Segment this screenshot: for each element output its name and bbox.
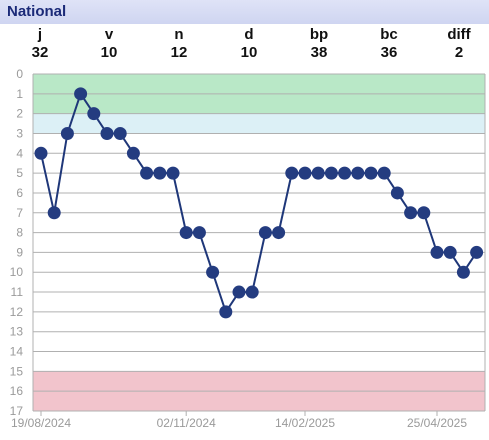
y-tick-label: 2 xyxy=(16,107,23,121)
header-bar: National xyxy=(0,0,489,24)
data-point xyxy=(470,245,484,259)
data-point xyxy=(87,107,101,121)
data-point xyxy=(140,166,154,180)
data-point xyxy=(166,166,180,180)
data-point xyxy=(34,146,48,160)
stat-label: v xyxy=(104,26,114,43)
data-point xyxy=(430,245,444,259)
stat-diff: diff 2 xyxy=(434,26,484,62)
data-point xyxy=(100,126,114,140)
stat-n: n 12 xyxy=(154,26,204,62)
chart-series xyxy=(34,87,484,319)
data-point xyxy=(113,126,127,140)
data-point xyxy=(153,166,167,180)
stat-label: bc xyxy=(380,26,398,43)
stat-j: j 32 xyxy=(15,26,65,62)
data-point xyxy=(377,166,391,180)
data-point xyxy=(311,166,325,180)
data-point xyxy=(364,166,378,180)
data-point xyxy=(390,186,404,200)
y-tick-label: 15 xyxy=(10,364,24,378)
stats-row: j 32 v 10 n 12 d 10 bp 38 bc 36 diff 2 xyxy=(0,26,489,66)
y-tick-label: 10 xyxy=(10,265,24,279)
y-tick-label: 7 xyxy=(16,206,23,220)
stat-bc: bc 36 xyxy=(364,26,414,62)
series-line xyxy=(40,92,478,313)
stat-value: 10 xyxy=(100,44,118,61)
data-point xyxy=(324,166,338,180)
data-point xyxy=(206,265,220,279)
data-point xyxy=(351,166,365,180)
data-point xyxy=(245,285,259,299)
data-point xyxy=(404,206,418,220)
stat-value: 2 xyxy=(454,44,464,61)
y-tick-label: 5 xyxy=(16,166,23,180)
y-tick-label: 6 xyxy=(16,186,23,200)
stat-label: diff xyxy=(447,26,471,43)
data-point xyxy=(192,226,206,240)
stat-value: 36 xyxy=(380,44,398,61)
x-tick-label: 02/11/2024 xyxy=(157,416,216,430)
data-point xyxy=(47,206,61,220)
y-tick-label: 4 xyxy=(16,146,23,160)
stat-label: bp xyxy=(309,26,329,43)
data-point xyxy=(219,305,233,319)
data-point xyxy=(179,226,193,240)
x-tick-label: 25/04/2025 xyxy=(407,416,467,430)
data-point xyxy=(417,206,431,220)
data-point xyxy=(298,166,312,180)
data-point xyxy=(60,126,74,140)
stat-label: j xyxy=(37,26,43,43)
page-title: National xyxy=(7,3,67,20)
y-tick-label: 9 xyxy=(16,245,23,259)
stat-d: d 10 xyxy=(224,26,274,62)
data-point xyxy=(232,285,246,299)
y-tick-label: 17 xyxy=(10,404,24,418)
y-tick-label: 16 xyxy=(10,384,24,398)
data-point xyxy=(126,146,140,160)
band-1 xyxy=(33,113,485,134)
stat-value: 12 xyxy=(170,44,188,61)
stat-label: d xyxy=(244,26,254,43)
x-axis-ticks: 19/08/2024 02/11/2024 14/02/2025 25/04/2025 xyxy=(11,411,467,430)
y-tick-label: 11 xyxy=(11,285,24,299)
y-tick-label: 3 xyxy=(16,126,23,140)
data-point xyxy=(272,226,286,240)
x-tick-label: 14/02/2025 xyxy=(275,416,335,430)
x-tick-label: 19/08/2024 xyxy=(11,416,71,430)
data-point xyxy=(443,245,457,259)
stat-value: 38 xyxy=(310,44,328,61)
data-point xyxy=(258,226,272,240)
data-point xyxy=(456,265,470,279)
y-tick-label: 13 xyxy=(10,325,24,339)
data-point xyxy=(285,166,299,180)
stat-label: n xyxy=(174,26,184,43)
y-tick-label: 8 xyxy=(16,226,23,240)
y-tick-label: 0 xyxy=(16,67,23,81)
stat-bp: bp 38 xyxy=(294,26,344,62)
y-tick-label: 14 xyxy=(10,345,24,359)
stat-value: 32 xyxy=(31,44,49,61)
y-tick-label: 12 xyxy=(10,305,24,319)
data-point xyxy=(74,87,88,101)
data-point xyxy=(338,166,352,180)
stat-value: 10 xyxy=(240,44,258,61)
stat-v: v 10 xyxy=(84,26,134,62)
chart-grid xyxy=(32,73,486,412)
y-tick-label: 1 xyxy=(16,87,23,101)
